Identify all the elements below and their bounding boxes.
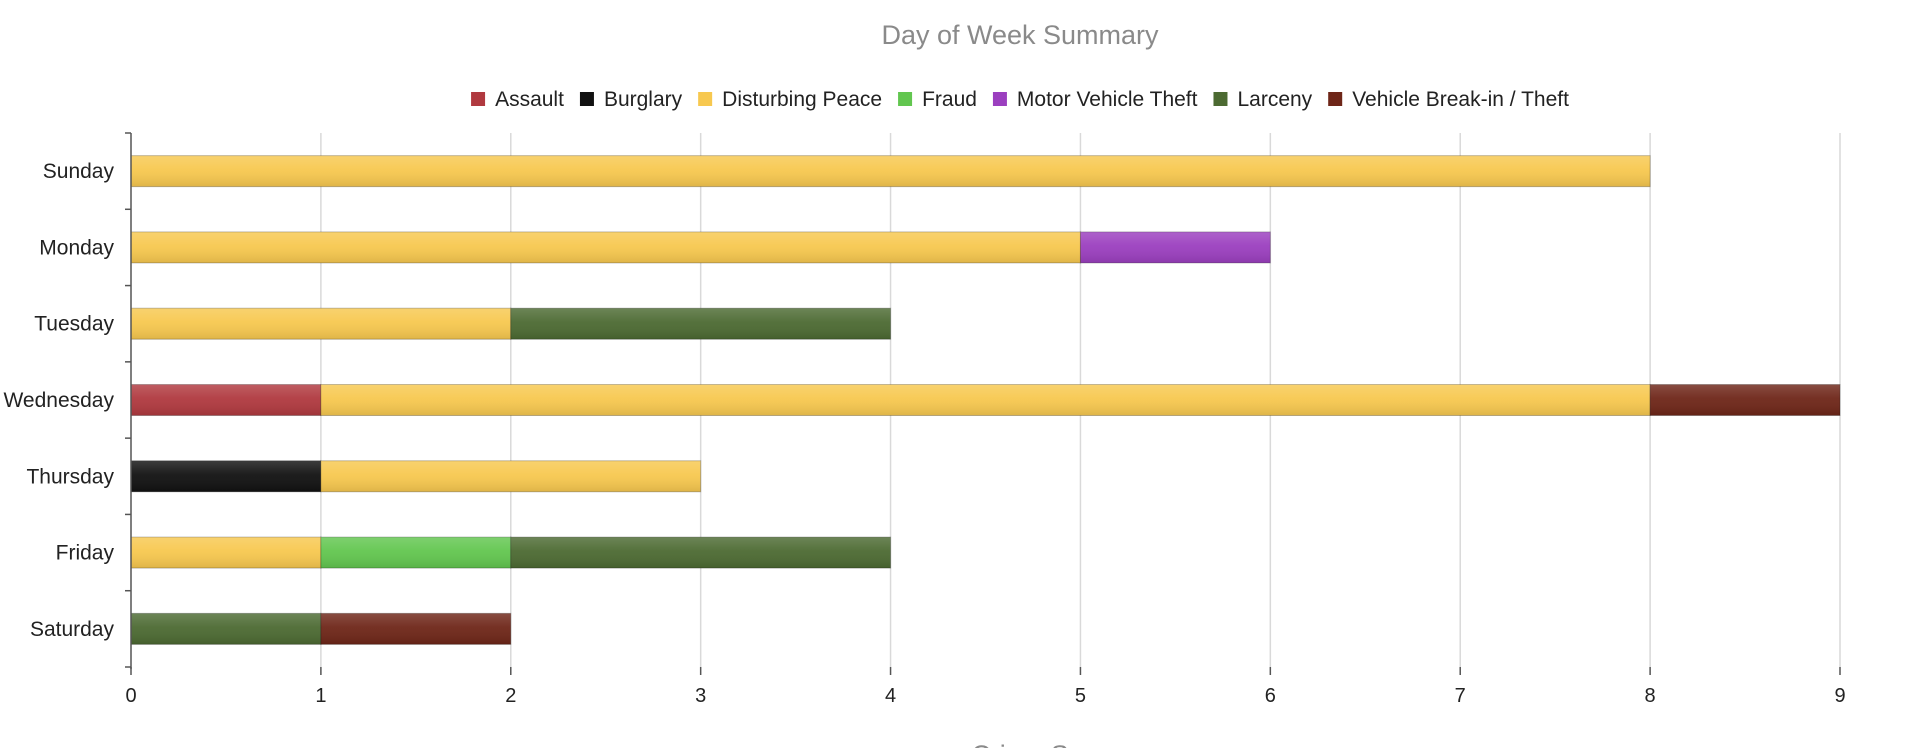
legend-item-fraud[interactable]: Fraud	[898, 88, 977, 111]
legend-swatch	[471, 92, 486, 106]
category-labels: Sunday Monday Tuesday Wednesday Thursday Frid…	[3, 160, 114, 641]
category-label-thursday: Thursday	[26, 465, 114, 488]
chart-title: Day of Week Summary	[881, 20, 1159, 50]
bar-wednesday-assault	[130, 384, 322, 416]
legend-item-assault[interactable]: Assault	[471, 88, 564, 111]
legend-item-vehicle-break-in-theft[interactable]: Vehicle Break-in / Theft	[1328, 88, 1569, 111]
category-label-saturday: Saturday	[30, 618, 115, 641]
legend-swatch	[992, 92, 1007, 106]
x-tick-label-0: 0	[125, 685, 136, 707]
category-label-tuesday: Tuesday	[34, 313, 114, 336]
bar-wednesday-disturbing-peace	[320, 384, 1651, 416]
x-tick-label-9: 9	[1834, 685, 1845, 707]
legend-item-disturbing-peace[interactable]: Disturbing Peace	[698, 88, 882, 111]
bar-saturday-vehicle-break-in-theft	[320, 612, 512, 645]
bar-saturday-larceny	[130, 612, 322, 645]
category-label-sunday: Sunday	[43, 160, 115, 183]
x-tick-labels: 0 1 2 3 4 5 6 7 8 9	[125, 685, 1845, 707]
category-label-friday: Friday	[56, 542, 115, 565]
x-tick-label-2: 2	[505, 685, 516, 707]
legend-swatch	[698, 92, 713, 106]
bar-friday-fraud	[320, 536, 512, 569]
legend-item-burglary[interactable]: Burglary	[579, 88, 683, 111]
category-label-monday: Monday	[39, 236, 114, 259]
legend-label: Disturbing Peace	[722, 88, 882, 111]
x-tick-label-1: 1	[315, 685, 326, 707]
bar-tuesday-larceny	[510, 307, 892, 340]
legend-item-larceny[interactable]: Larceny	[1213, 88, 1313, 111]
bar-friday-larceny	[510, 536, 892, 569]
bar-tuesday-disturbing-peace	[130, 307, 512, 340]
bar-thursday-burglary	[130, 460, 322, 493]
legend-swatch	[898, 92, 913, 106]
x-tick-label-8: 8	[1645, 685, 1656, 707]
legend-label: Vehicle Break-in / Theft	[1352, 88, 1569, 111]
x-tick-label-4: 4	[885, 685, 896, 707]
x-tick-label-3: 3	[695, 685, 706, 707]
bar-friday-disturbing-peace	[130, 536, 322, 569]
legend-swatch	[1213, 92, 1228, 106]
bar-wednesday-vehicle-break-in-theft	[1649, 384, 1841, 416]
bars	[130, 155, 1841, 645]
legend-label: Fraud	[922, 88, 977, 111]
x-tick-label-5: 5	[1075, 685, 1086, 707]
category-label-wednesday: Wednesday	[3, 389, 114, 412]
legend-swatch	[579, 92, 594, 106]
axes	[125, 132, 1841, 675]
bar-sunday-disturbing-peace	[130, 155, 1651, 188]
legend: Assault Burglary Disturbing Peace Fraud Moto…	[471, 88, 1569, 111]
legend-item-motor-vehicle-theft[interactable]: Motor Vehicle Theft	[992, 88, 1198, 111]
legend-label: Assault	[495, 88, 564, 111]
legend-swatch	[1328, 92, 1343, 106]
x-tick-label-6: 6	[1265, 685, 1276, 707]
legend-label: Larceny	[1237, 88, 1312, 111]
x-tick-label-7: 7	[1455, 685, 1466, 707]
legend-label: Motor Vehicle Theft	[1017, 88, 1198, 111]
bar-monday-motor-vehicle-theft	[1079, 231, 1271, 264]
bar-monday-disturbing-peace	[130, 231, 1081, 264]
x-axis-label: Crime S	[971, 740, 1069, 748]
bar-thursday-disturbing-peace	[320, 460, 702, 493]
legend-label: Burglary	[604, 88, 683, 111]
